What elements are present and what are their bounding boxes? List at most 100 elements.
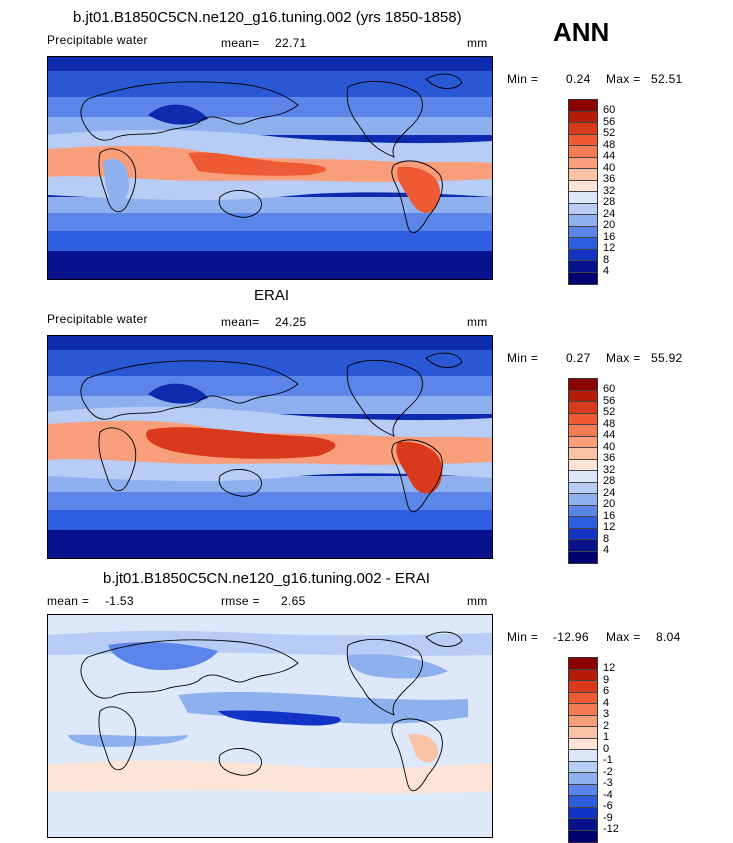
colorbar-cell [569, 784, 597, 796]
panel3-map-plot [48, 615, 492, 837]
colorbar-label: 48 [603, 138, 616, 151]
colorbar-cell [569, 226, 597, 238]
colorbar-cell [569, 448, 597, 460]
colorbar-cell [569, 761, 597, 773]
colorbar-label: 20 [603, 219, 616, 231]
colorbar-label: 12 [603, 521, 616, 533]
colorbar-cell [569, 100, 597, 112]
colorbar-cell [569, 669, 597, 681]
panel2-map [47, 335, 493, 559]
colorbar-cell [569, 459, 597, 471]
colorbar-panel3-labels: 12 9 6 4 3 2 1 0 -1 -2 -3 -4 -6 -9 -12 [603, 662, 619, 836]
season-label: ANN [553, 17, 610, 47]
colorbar-cell [569, 807, 597, 819]
colorbar-cell [569, 157, 597, 169]
colorbar-cell [569, 482, 597, 494]
colorbar-cell [569, 425, 597, 437]
panel1-mean-label: mean= [221, 36, 260, 50]
colorbar-label: 24 [603, 486, 616, 499]
colorbar-label: -6 [603, 800, 613, 812]
colorbar-cell [569, 123, 597, 135]
panel1-max-value: 52.51 [651, 72, 683, 86]
panel2-mean-label: mean= [221, 315, 260, 329]
panel3-min-label: Min = [507, 630, 539, 644]
colorbar-label: -3 [603, 777, 613, 789]
colorbar-label: 44 [603, 429, 616, 441]
colorbar-label: -9 [603, 811, 613, 824]
colorbar-cell [569, 215, 597, 227]
colorbar-label: 1 [603, 731, 610, 743]
colorbar-cell [569, 528, 597, 540]
colorbar-label: 56 [603, 394, 616, 407]
colorbar-cell [569, 413, 597, 425]
panel2-units: mm [467, 315, 488, 329]
colorbar-label: 3 [603, 708, 610, 720]
colorbar-cell [569, 551, 597, 563]
colorbar-label: 20 [603, 498, 616, 510]
panel1-min-label: Min = [507, 72, 539, 86]
colorbar-cell [569, 704, 597, 716]
colorbar-label: 32 [603, 463, 616, 476]
panel2-min-value: 0.27 [566, 351, 591, 365]
colorbar-cell [569, 505, 597, 517]
colorbar-label: 16 [603, 509, 616, 522]
panel3-mean-value: -1.53 [105, 594, 134, 608]
colorbar-label: 36 [603, 452, 616, 464]
colorbar-panel1-cells [569, 100, 597, 284]
panel1-title: b.jt01.B1850C5CN.ne120_g16.tuning.002 (y… [73, 9, 462, 26]
colorbar-label: -12 [603, 823, 619, 835]
colorbar-cell [569, 249, 597, 261]
colorbar-label: 60 [603, 383, 616, 395]
colorbar-cell [569, 379, 597, 391]
colorbar-label: 12 [603, 662, 616, 674]
colorbar-cell [569, 727, 597, 739]
colorbar-panel1-labels: 60 56 52 48 44 40 36 32 28 24 20 16 12 8 4 [603, 104, 616, 278]
panel1-variable: Precipitable water [47, 33, 148, 47]
colorbar-label: 40 [603, 161, 616, 174]
colorbar-panel1 [568, 99, 598, 285]
colorbar-cell [569, 203, 597, 215]
panel2-min-label: Min = [507, 351, 539, 365]
colorbar-label: 56 [603, 115, 616, 128]
colorbar-label: 52 [603, 127, 616, 139]
panel3-min-value: -12.96 [553, 630, 589, 644]
colorbar-panel2-cells [569, 379, 597, 563]
panel2-map-plot [48, 336, 492, 558]
colorbar-label: 52 [603, 406, 616, 418]
colorbar-cell [569, 517, 597, 529]
colorbar-label: 4 [603, 696, 610, 709]
colorbar-label: 12 [603, 242, 616, 254]
panel3-max-value: 8.04 [656, 630, 681, 644]
colorbar-cell [569, 830, 597, 842]
colorbar-label: 44 [603, 150, 616, 162]
colorbar-cell [569, 111, 597, 123]
colorbar-label: 8 [603, 532, 610, 545]
colorbar-label: 6 [603, 685, 610, 697]
colorbar-cell [569, 272, 597, 284]
panel1-mean-value: 22.71 [275, 36, 307, 50]
colorbar-label: 36 [603, 173, 616, 185]
panel2-max-label: Max = [606, 351, 641, 365]
colorbar-label: 28 [603, 475, 616, 487]
colorbar-label: -4 [603, 788, 613, 801]
colorbar-cell [569, 692, 597, 704]
colorbar-label: 4 [603, 265, 610, 277]
colorbar-cell [569, 494, 597, 506]
colorbar-cell [569, 390, 597, 402]
colorbar-panel3 [568, 657, 598, 843]
colorbar-cell [569, 773, 597, 785]
colorbar-label: 60 [603, 104, 616, 116]
colorbar-cell [569, 192, 597, 204]
panel3-mean-label: mean = [47, 594, 90, 608]
colorbar-cell [569, 738, 597, 750]
colorbar-cell [569, 169, 597, 181]
colorbar-cell [569, 180, 597, 192]
colorbar-label: -2 [603, 765, 613, 778]
colorbar-cell [569, 715, 597, 727]
colorbar-label: 0 [603, 742, 610, 755]
colorbar-label: 40 [603, 440, 616, 453]
panel1-max-label: Max = [606, 72, 641, 86]
panel1-map [47, 56, 493, 280]
colorbar-label: 16 [603, 230, 616, 243]
colorbar-label: -1 [603, 754, 613, 766]
